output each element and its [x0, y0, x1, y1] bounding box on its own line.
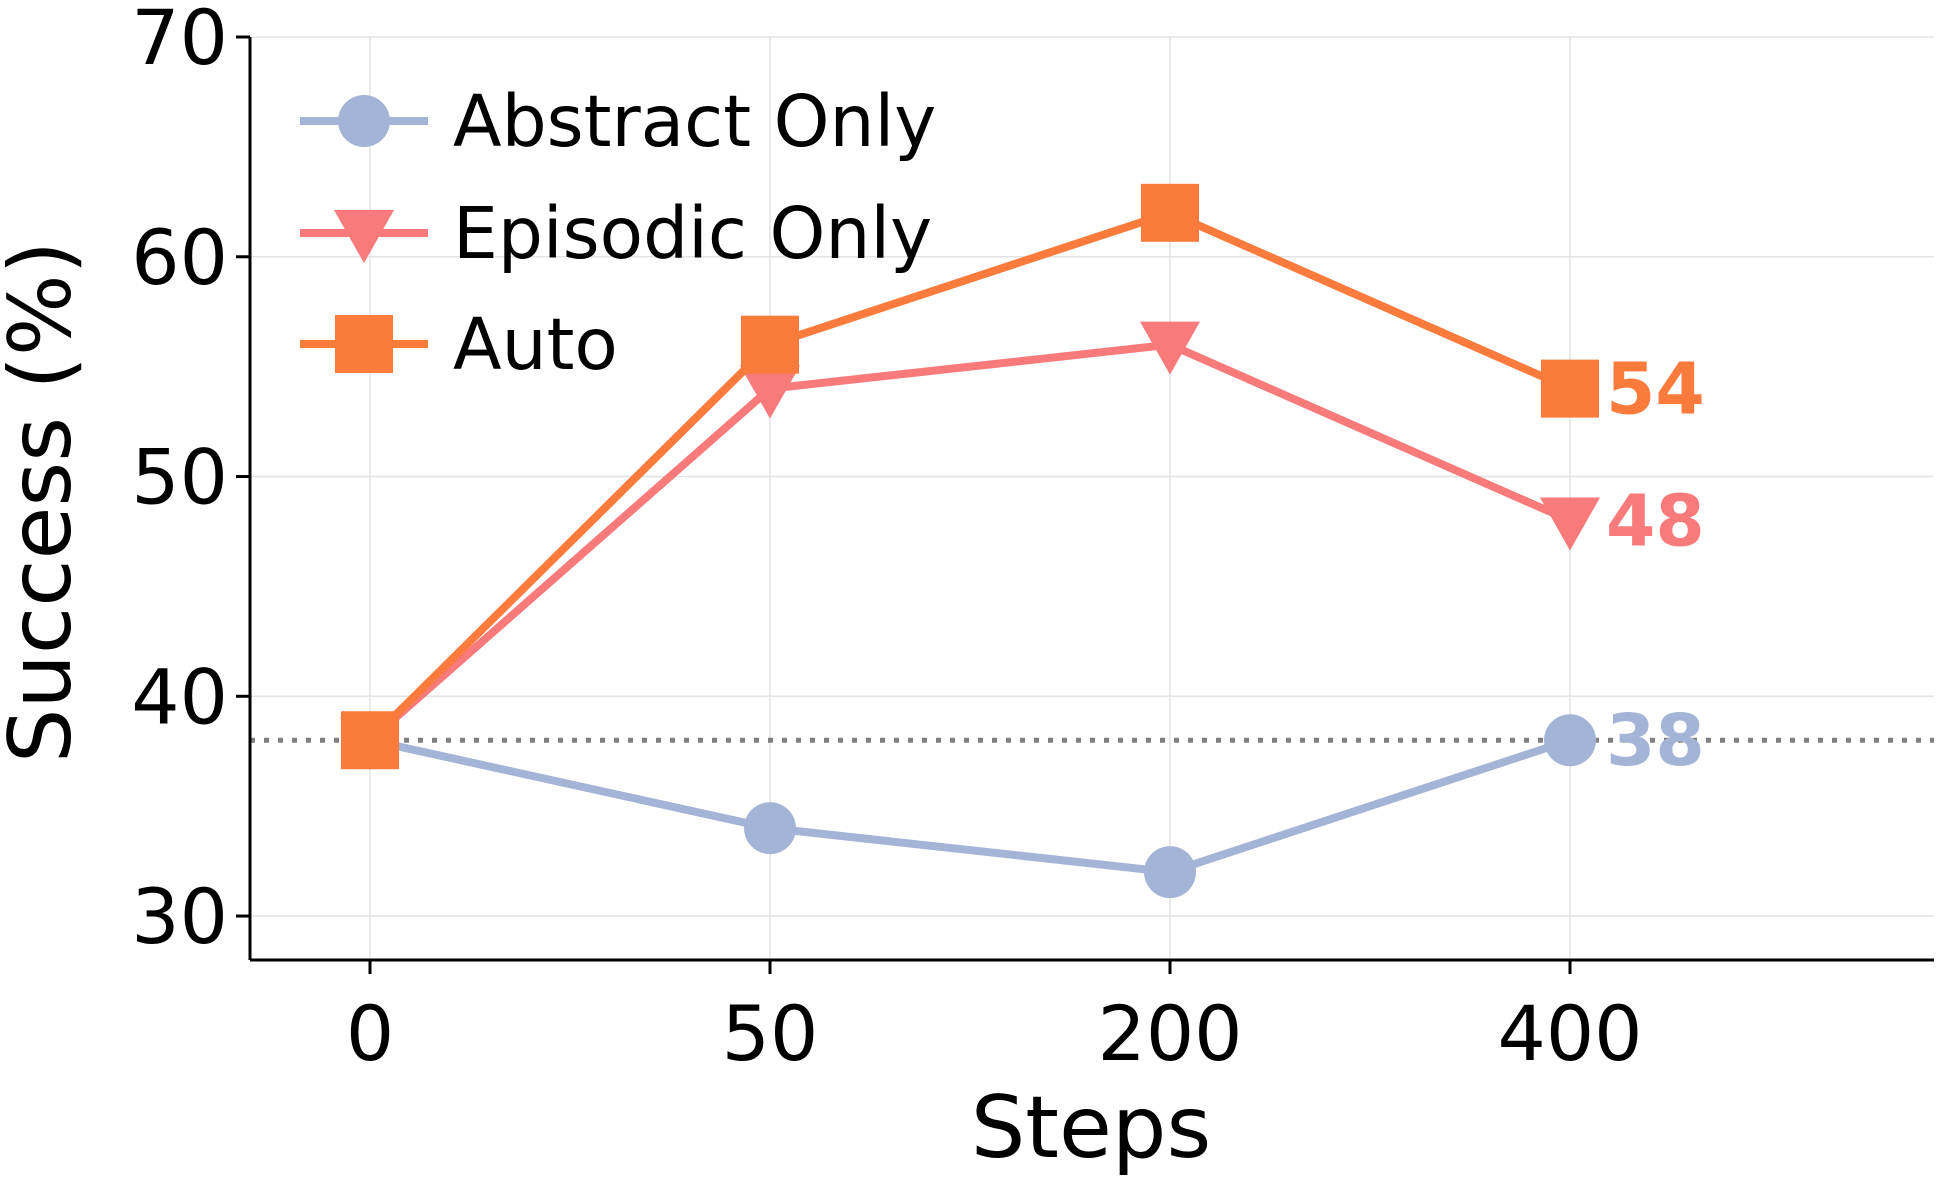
legend-marker-auto — [335, 315, 393, 373]
y-tick-label: 60 — [131, 213, 228, 302]
x-tick-label: 200 — [1097, 989, 1242, 1078]
legend-marker-abstract-only — [338, 95, 390, 147]
data-point-abstract-only — [744, 802, 796, 855]
x-tick-label: 0 — [346, 989, 394, 1078]
data-point-auto — [341, 711, 399, 770]
end-labels: 38 48 54 — [1606, 348, 1705, 783]
x-axis-title: Steps — [971, 1078, 1212, 1178]
x-tick-label: 400 — [1497, 989, 1642, 1078]
data-point-auto — [1541, 359, 1599, 418]
y-tick-label: 50 — [131, 433, 228, 522]
series-line-auto — [366, 208, 1574, 745]
y-tick-label: 70 — [131, 0, 228, 82]
x-tick-label: 50 — [722, 989, 819, 1078]
data-point-abstract-only — [1144, 846, 1196, 899]
series-line-episodic-only — [366, 340, 1574, 745]
legend-label-episodic-only: Episodic Only — [453, 192, 932, 275]
data-point-abstract-only — [1544, 714, 1596, 767]
data-point-episodic-only — [740, 365, 800, 419]
data-point-episodic-only — [1540, 497, 1600, 551]
y-tick-label: 30 — [131, 872, 228, 961]
end-label-abstract-only: 38 — [1606, 699, 1705, 782]
data-point-auto — [741, 315, 799, 374]
axes — [236, 35, 1934, 974]
tick-labels: 30 40 50 60 70 0 50 200 400 — [131, 0, 1642, 1078]
legend-marker-episodic-only — [334, 210, 394, 263]
data-point-episodic-only — [1140, 321, 1200, 375]
legend-label-abstract-only: Abstract Only — [453, 80, 936, 163]
series-layer — [340, 183, 1600, 899]
end-label-episodic-only: 48 — [1606, 479, 1705, 562]
end-label-auto: 54 — [1606, 348, 1705, 431]
data-point-auto — [1141, 183, 1199, 242]
y-axis-title: Success (%) — [0, 241, 91, 763]
legend: Abstract Only Episodic Only Auto — [300, 80, 936, 386]
legend-label-auto: Auto — [453, 303, 618, 386]
series-line-abstract-only — [366, 736, 1574, 877]
y-tick-label: 40 — [131, 652, 228, 741]
